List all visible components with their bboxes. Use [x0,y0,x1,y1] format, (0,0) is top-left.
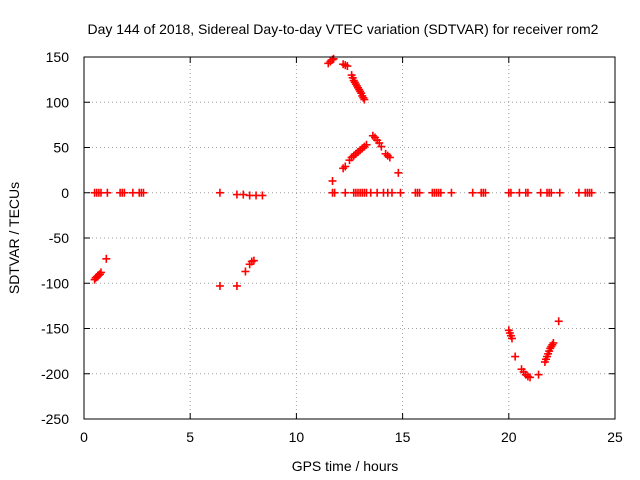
data-point [394,168,403,177]
data-point [554,317,563,326]
y-axis-ticks: -250 -200 -150 -100 -50 0 50 100 150 [41,49,615,427]
data-point [328,176,337,185]
data-point [239,190,248,199]
data-point [415,188,424,197]
data-point [385,153,394,162]
plot-border [83,56,616,420]
y-tick-label: -250 [41,411,69,427]
data-point [102,254,111,263]
x-tick-label: 25 [607,429,623,445]
data-point [526,373,535,382]
data-point [330,188,339,197]
data-point [341,188,350,197]
y-tick-label: 0 [61,185,69,201]
data-points [90,54,596,382]
data-point [343,62,352,71]
data-point [139,188,148,197]
y-tick-label: -200 [41,366,69,382]
data-point [241,267,250,276]
data-point [232,281,241,290]
data-point [215,188,224,197]
data-point [548,340,557,349]
x-axis-ticks: 0 5 10 15 20 25 [80,57,623,445]
data-point [120,188,129,197]
x-tick-label: 0 [80,429,88,445]
data-point [359,93,368,102]
x-axis-label: GPS time / hours [292,458,399,474]
grid-lines [84,57,615,419]
data-point [436,188,445,197]
chart-title: Day 144 of 2018, Sidereal Day-to-day VTE… [88,21,599,37]
data-point [215,281,224,290]
data-point [547,188,556,197]
data-point [555,188,564,197]
data-point [387,188,396,197]
data-point [360,95,369,104]
data-point [549,338,558,347]
y-tick-label: 50 [53,140,69,156]
data-point [534,370,543,379]
data-point [377,142,386,151]
data-point [468,188,477,197]
data-point [329,54,338,63]
data-point [481,188,490,197]
data-point [95,270,104,279]
y-tick-label: 150 [46,49,70,65]
data-point [523,188,532,197]
data-point [506,188,515,197]
data-point [341,162,350,171]
x-tick-label: 15 [395,429,411,445]
data-point [587,188,596,197]
data-point [362,140,371,149]
data-point [447,188,456,197]
data-point [356,87,365,96]
y-tick-label: 100 [46,94,70,110]
y-axis-label: SDTVAR / TECUs [6,182,22,294]
data-point [396,188,405,197]
x-tick-label: 20 [501,429,517,445]
y-tick-label: -100 [41,275,69,291]
data-point [511,352,520,361]
data-point [103,188,112,197]
data-point [258,191,267,200]
data-point [507,334,516,343]
y-tick-label: -50 [49,230,69,246]
data-point [249,256,258,265]
x-tick-label: 10 [289,429,305,445]
x-tick-label: 5 [186,429,194,445]
data-point [96,268,105,277]
y-tick-label: -150 [41,321,69,337]
